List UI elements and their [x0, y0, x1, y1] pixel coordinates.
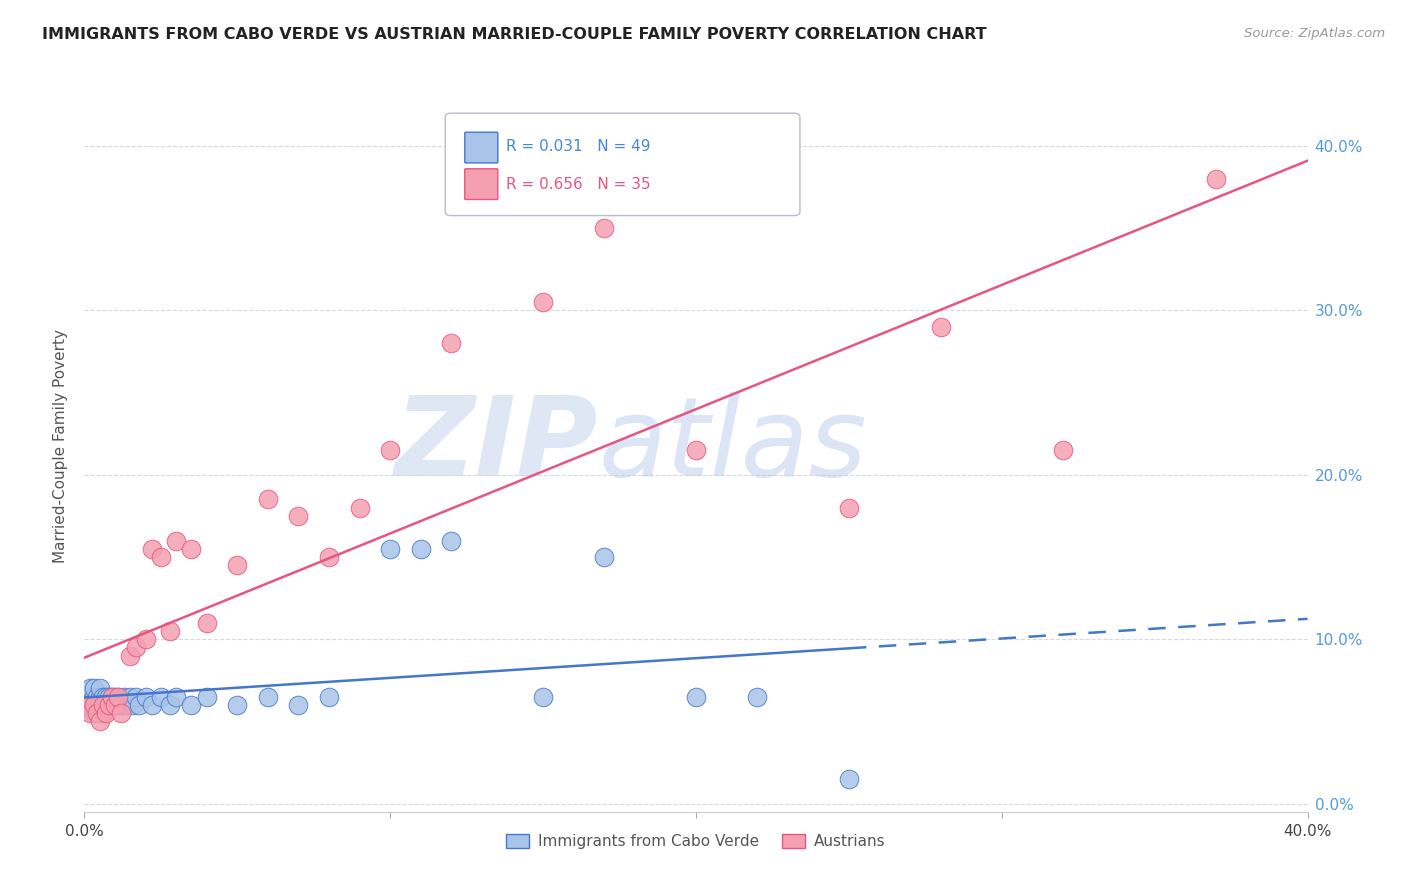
Point	[257, 492, 280, 507]
Point	[1205, 172, 1227, 186]
Point	[165, 533, 187, 548]
Point	[120, 690, 142, 704]
Point	[76, 698, 98, 712]
Point	[104, 690, 127, 704]
Point	[86, 690, 108, 704]
Point	[409, 541, 432, 556]
Point	[180, 698, 202, 712]
Point	[531, 295, 554, 310]
Point	[122, 698, 145, 712]
Point	[83, 698, 105, 712]
Y-axis label: Married-Couple Family Poverty: Married-Couple Family Poverty	[53, 329, 69, 563]
Point	[257, 690, 280, 704]
Point	[287, 698, 309, 712]
Point	[76, 690, 98, 704]
Point	[180, 541, 202, 556]
Point	[159, 624, 181, 638]
Point	[685, 443, 707, 458]
Point	[110, 698, 132, 712]
Point	[101, 690, 124, 704]
Point	[104, 698, 127, 712]
Point	[115, 698, 138, 712]
Point	[440, 533, 463, 548]
Point	[149, 549, 172, 564]
Point	[91, 690, 114, 704]
Point	[593, 221, 616, 235]
Point	[97, 690, 120, 704]
Point	[104, 698, 127, 712]
Point	[101, 690, 124, 704]
Point	[1052, 443, 1074, 458]
Point	[195, 615, 218, 630]
Point	[101, 698, 124, 712]
Point	[159, 698, 181, 712]
Point	[89, 681, 111, 696]
Text: R = 0.031   N = 49: R = 0.031 N = 49	[506, 138, 651, 153]
Point	[838, 772, 860, 786]
Point	[135, 632, 157, 647]
Point	[380, 541, 402, 556]
Point	[94, 706, 117, 720]
Point	[141, 698, 163, 712]
Point	[747, 690, 769, 704]
Point	[97, 698, 120, 712]
Point	[125, 690, 148, 704]
Point	[107, 690, 129, 704]
Point	[440, 336, 463, 351]
Point	[83, 706, 105, 720]
Legend: Immigrants from Cabo Verde, Austrians: Immigrants from Cabo Verde, Austrians	[501, 828, 891, 855]
Point	[165, 690, 187, 704]
Text: IMMIGRANTS FROM CABO VERDE VS AUSTRIAN MARRIED-COUPLE FAMILY POVERTY CORRELATION: IMMIGRANTS FROM CABO VERDE VS AUSTRIAN M…	[42, 27, 987, 42]
Text: atlas: atlas	[598, 392, 866, 500]
Point	[83, 690, 105, 704]
Point	[531, 690, 554, 704]
Point	[94, 690, 117, 704]
Point	[380, 443, 402, 458]
Point	[838, 500, 860, 515]
Point	[128, 698, 150, 712]
Point	[107, 690, 129, 704]
Point	[79, 706, 101, 720]
FancyBboxPatch shape	[446, 113, 800, 216]
Point	[89, 690, 111, 704]
Point	[94, 698, 117, 712]
Point	[685, 690, 707, 704]
Text: ZIP: ZIP	[395, 392, 598, 500]
Point	[318, 549, 340, 564]
Point	[86, 706, 108, 720]
Point	[86, 698, 108, 712]
Text: R = 0.656   N = 35: R = 0.656 N = 35	[506, 177, 651, 192]
Text: Source: ZipAtlas.com: Source: ZipAtlas.com	[1244, 27, 1385, 40]
Point	[97, 698, 120, 712]
Point	[83, 681, 105, 696]
Point	[593, 549, 616, 564]
Point	[91, 706, 114, 720]
Point	[79, 681, 101, 696]
FancyBboxPatch shape	[465, 132, 498, 163]
Point	[226, 698, 249, 712]
Point	[141, 541, 163, 556]
Point	[149, 690, 172, 704]
Point	[89, 714, 111, 729]
Point	[86, 706, 108, 720]
FancyBboxPatch shape	[465, 169, 498, 200]
Point	[112, 690, 135, 704]
Point	[287, 508, 309, 523]
Point	[195, 690, 218, 704]
Point	[349, 500, 371, 515]
Point	[318, 690, 340, 704]
Point	[135, 690, 157, 704]
Point	[91, 698, 114, 712]
Point	[125, 640, 148, 655]
Point	[110, 706, 132, 720]
Point	[89, 698, 111, 712]
Point	[120, 648, 142, 663]
Point	[929, 319, 952, 334]
Point	[79, 698, 101, 712]
Point	[226, 558, 249, 573]
